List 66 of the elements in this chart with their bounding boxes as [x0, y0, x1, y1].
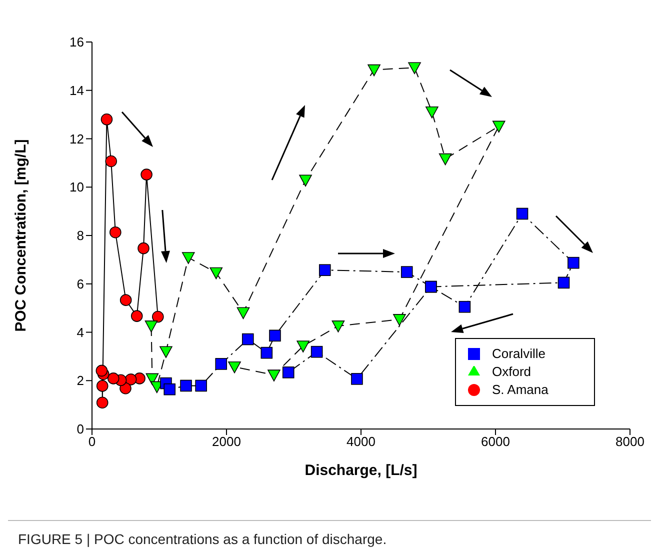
- point: [124, 374, 137, 386]
- point: [120, 382, 132, 394]
- y-tick-label: 14: [70, 82, 84, 98]
- x-tick-label: 2000: [212, 434, 241, 450]
- point: [260, 346, 273, 359]
- x-tick-label: 4000: [346, 434, 376, 450]
- y-tick-label: 16: [70, 34, 84, 50]
- point: [458, 300, 471, 313]
- x-tick-label: 8000: [616, 434, 644, 450]
- point: [195, 380, 207, 392]
- point: [110, 226, 122, 238]
- point: [400, 266, 413, 278]
- point: [210, 267, 223, 280]
- point: [96, 380, 108, 392]
- point: [438, 153, 452, 166]
- y-tick-label: 2: [76, 373, 84, 388]
- point: [160, 346, 172, 358]
- y-tick-label: 8: [76, 228, 84, 244]
- point: [516, 208, 528, 220]
- legend-label: Oxford: [492, 364, 532, 379]
- point: [242, 333, 254, 346]
- x-tick-label: 0: [88, 434, 96, 450]
- point: [228, 361, 241, 374]
- point: [368, 64, 380, 76]
- point: [164, 383, 176, 396]
- point: [492, 120, 506, 133]
- y-tick-label: 6: [76, 276, 84, 292]
- point: [268, 370, 280, 382]
- point: [182, 252, 195, 264]
- point: [152, 310, 164, 323]
- point: [180, 380, 192, 392]
- point: [332, 320, 345, 332]
- point: [236, 307, 250, 320]
- point: [105, 155, 117, 168]
- point: [96, 396, 108, 409]
- point: [269, 330, 281, 342]
- point: [393, 314, 406, 326]
- point: [96, 364, 108, 377]
- point: [351, 373, 363, 385]
- legend-label: S. Amana: [492, 382, 548, 397]
- point: [120, 294, 132, 306]
- point: [299, 174, 312, 187]
- point: [107, 372, 120, 384]
- point: [130, 310, 143, 322]
- point: [310, 346, 323, 358]
- point: [568, 256, 580, 269]
- point: [138, 242, 150, 254]
- point: [296, 340, 310, 352]
- y-tick-label: 10: [70, 180, 84, 195]
- x-tick-label: 6000: [481, 434, 510, 450]
- point: [144, 320, 158, 332]
- y-tick-label: 4: [76, 324, 84, 340]
- x-axis-title: Discharge, [L/s]: [304, 462, 418, 479]
- point: [408, 62, 421, 74]
- point: [215, 358, 228, 370]
- y-tick-label: 12: [70, 131, 84, 146]
- y-axis-title: POC Concentration, [mg/L]: [12, 139, 30, 332]
- legend-label: Coralville: [492, 346, 546, 361]
- point: [558, 276, 570, 289]
- caption: FIGURE 5 | POC concentrations as a function of discharge.: [18, 531, 388, 547]
- point: [140, 168, 152, 180]
- point: [282, 366, 294, 378]
- point: [318, 264, 331, 276]
- y-tick-label: 0: [76, 422, 84, 437]
- point: [100, 114, 113, 126]
- point: [426, 106, 438, 118]
